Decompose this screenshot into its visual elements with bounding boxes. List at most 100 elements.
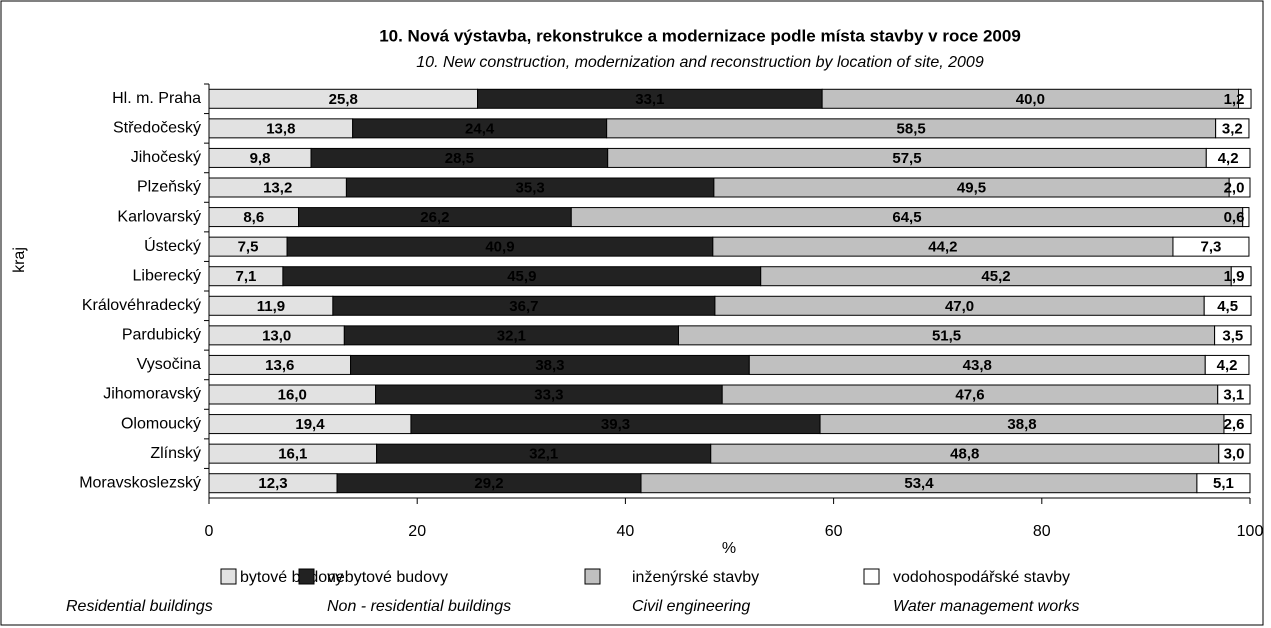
bar-segment — [1214, 325, 1252, 346]
value-label: 33,3 — [534, 386, 563, 403]
value-label: 51,5 — [932, 327, 961, 344]
bar-segment — [1228, 177, 1251, 198]
bar-segment — [1218, 443, 1251, 464]
x-tick-label: 40 — [617, 523, 635, 540]
x-tick-label: 100 — [1237, 523, 1264, 540]
value-label: 39,3 — [601, 416, 630, 433]
y-tick-label: Středočeský — [113, 120, 201, 137]
value-label: 0,6 — [1224, 209, 1245, 226]
bar-segment — [1205, 147, 1251, 168]
y-tick-label: Karlovarský — [117, 208, 201, 225]
value-label: 4,2 — [1218, 150, 1239, 167]
y-axis-label: kraj — [11, 247, 28, 273]
y-tick-label: Zlínský — [150, 445, 201, 462]
y-tick-label: Olomoucký — [121, 415, 201, 432]
value-label: 16,1 — [278, 446, 307, 463]
legend-label: nebytové budovy — [327, 569, 448, 586]
y-tick-label: Ústecký — [144, 236, 201, 255]
legend-swatch — [863, 568, 880, 585]
y-tick-label: Moravskoslezský — [79, 474, 201, 491]
x-tick-label: 0 — [205, 523, 214, 540]
value-label: 40,0 — [1016, 91, 1045, 108]
legend-label-en: Water management works — [893, 598, 1079, 615]
value-label: 45,9 — [507, 268, 536, 285]
value-label: 13,8 — [266, 120, 295, 137]
y-tick-label: Plzeňský — [137, 179, 201, 196]
bar-segment — [1238, 88, 1252, 109]
value-label: 8,6 — [243, 209, 264, 226]
x-tick-label: 20 — [408, 523, 426, 540]
value-label: 49,5 — [957, 179, 986, 196]
value-label: 13,6 — [265, 357, 294, 374]
value-label: 38,8 — [1007, 416, 1036, 433]
value-label: 33,1 — [635, 91, 664, 108]
legend-label: inženýrské stavby — [632, 569, 759, 586]
value-label: 47,6 — [955, 386, 984, 403]
bar-segment — [1242, 207, 1250, 228]
value-label: 3,2 — [1222, 120, 1243, 137]
value-label: 58,5 — [897, 120, 926, 137]
value-label: 48,8 — [950, 446, 979, 463]
value-label: 3,1 — [1223, 386, 1244, 403]
y-tick-label: Hl. m. Praha — [112, 90, 201, 107]
x-tick-label: 60 — [825, 523, 843, 540]
value-label: 13,2 — [263, 179, 292, 196]
value-label: 19,4 — [295, 416, 325, 433]
value-label: 7,1 — [236, 268, 257, 285]
value-label: 12,3 — [258, 475, 287, 492]
bar-segment — [1230, 266, 1252, 287]
legend-swatch — [298, 568, 315, 585]
value-label: 1,9 — [1224, 268, 1245, 285]
legend-label-en: Civil engineering — [632, 598, 750, 615]
value-label: 3,0 — [1224, 446, 1245, 463]
legend-swatch — [584, 568, 601, 585]
value-label: 28,5 — [445, 150, 474, 167]
bar-segment — [1196, 473, 1251, 494]
bar-segment — [1172, 236, 1250, 257]
y-tick-label: Jihočeský — [131, 149, 201, 166]
value-label: 40,9 — [485, 239, 514, 256]
value-label: 7,5 — [238, 239, 259, 256]
value-label: 44,2 — [928, 239, 957, 256]
value-label: 11,9 — [257, 298, 285, 315]
bar-segment — [1217, 384, 1251, 405]
y-tick-label: Vysočina — [137, 356, 201, 373]
y-tick-label: Královéhradecký — [82, 297, 201, 314]
x-tick-label: 80 — [1033, 523, 1051, 540]
value-label: 45,2 — [981, 268, 1010, 285]
value-label: 24,4 — [465, 120, 495, 137]
value-label: 5,1 — [1213, 475, 1234, 492]
value-label: 2,0 — [1224, 179, 1245, 196]
legend-label: bytové budovy — [240, 569, 343, 586]
legend-label-en: Residential buildings — [66, 598, 213, 615]
value-label: 36,7 — [509, 298, 538, 315]
value-label: 2,6 — [1224, 416, 1245, 433]
value-label: 16,0 — [278, 386, 307, 403]
value-label: 32,1 — [497, 327, 526, 344]
value-label: 1,2 — [1224, 91, 1245, 108]
value-label: 57,5 — [892, 150, 921, 167]
bar-segment — [1223, 414, 1252, 435]
value-label: 4,5 — [1217, 298, 1238, 315]
y-tick-label: Jihomoravský — [103, 386, 201, 403]
legend-label: vodohospodářské stavby — [893, 569, 1070, 586]
value-label: 13,0 — [262, 327, 291, 344]
value-label: 47,0 — [945, 298, 974, 315]
value-label: 43,8 — [963, 357, 992, 374]
value-label: 9,8 — [250, 150, 271, 167]
y-tick-label: Liberecký — [133, 267, 201, 284]
y-tick-label: Pardubický — [122, 327, 201, 344]
chart-title: 10. Nová výstavba, rekonstrukce a modern… — [379, 26, 1021, 45]
value-label: 29,2 — [474, 475, 503, 492]
value-label: 7,3 — [1201, 239, 1222, 256]
chart-subtitle: 10. New construction, modernization and … — [416, 54, 984, 71]
value-label: 32,1 — [529, 446, 558, 463]
bar-segment — [1203, 295, 1252, 316]
value-label: 25,8 — [329, 91, 358, 108]
value-label: 64,5 — [892, 209, 921, 226]
bar-segment — [1215, 118, 1250, 139]
legend-swatch — [220, 568, 237, 585]
value-label: 38,3 — [535, 357, 564, 374]
bar-segment — [1204, 354, 1250, 375]
